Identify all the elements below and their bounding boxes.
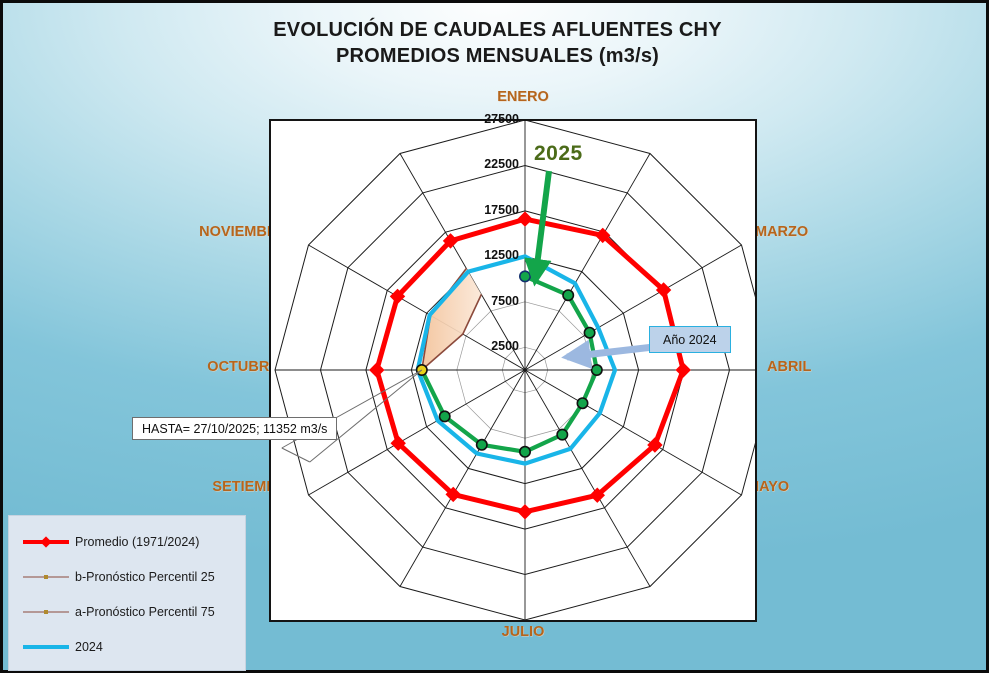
month-label-mayo: MAYO xyxy=(747,479,790,495)
legend-item-3[interactable]: 2024 xyxy=(9,629,245,664)
radial-tick-label: 27500 xyxy=(484,112,519,126)
month-label-enero: ENERO xyxy=(497,89,549,105)
page-title: EVOLUCIÓN DE CAUDALES AFLUENTES CHY PROM… xyxy=(3,17,989,69)
radar-marker-group xyxy=(369,211,691,520)
callout-anio-2024: Año 2024 xyxy=(649,326,731,353)
month-label-octubre: OCTUBRE xyxy=(207,359,279,375)
radial-tick-label: 7500 xyxy=(491,293,519,308)
legend-item-1[interactable]: b-Pronóstico Percentil 25 xyxy=(9,559,245,594)
legend-item-2[interactable]: a-Pronóstico Percentil 75 xyxy=(9,594,245,629)
legend-swatch-icon xyxy=(23,535,69,549)
chart-legend: Promedio (1971/2024) b-Pronóstico Percent… xyxy=(8,515,246,671)
title-line-2: PROMEDIOS MENSUALES (m3/s) xyxy=(335,45,660,67)
radial-tick-label: 17500 xyxy=(484,202,519,217)
legend-swatch-icon xyxy=(23,605,69,619)
callout-hasta: HASTA= 27/10/2025; 11352 m3/s xyxy=(132,417,338,440)
annotation-2025-label: 2025 xyxy=(534,142,583,165)
radial-tick-label: 12500 xyxy=(484,248,519,263)
radar-plot-area: 2500 7500 12500 17500 22500 27500 xyxy=(269,112,757,622)
legend-item-label: Promedio (1971/2024) xyxy=(75,534,200,549)
radial-tick-label: 22500 xyxy=(484,157,519,172)
legend-item-0[interactable]: Promedio (1971/2024) xyxy=(9,524,245,559)
month-label-noviembre: NOVIEMBRE xyxy=(199,224,287,240)
radial-tick-label: 2500 xyxy=(491,339,519,354)
month-label-marzo: MARZO xyxy=(755,224,809,240)
legend-item-label: b-Pronóstico Percentil 25 xyxy=(75,569,215,584)
legend-item-label: 2024 xyxy=(75,639,103,654)
radar-spokes xyxy=(275,121,755,620)
legend-item-label: a-Pronóstico Percentil 75 xyxy=(75,604,215,619)
month-label-julio: JULIO xyxy=(501,624,545,640)
month-label-abril: ABRIL xyxy=(767,359,812,375)
radar-chart-svg xyxy=(274,121,755,620)
legend-swatch-icon xyxy=(23,570,69,584)
legend-swatch-icon xyxy=(23,640,69,654)
title-line-1: EVOLUCIÓN DE CAUDALES AFLUENTES CHY xyxy=(273,19,722,41)
